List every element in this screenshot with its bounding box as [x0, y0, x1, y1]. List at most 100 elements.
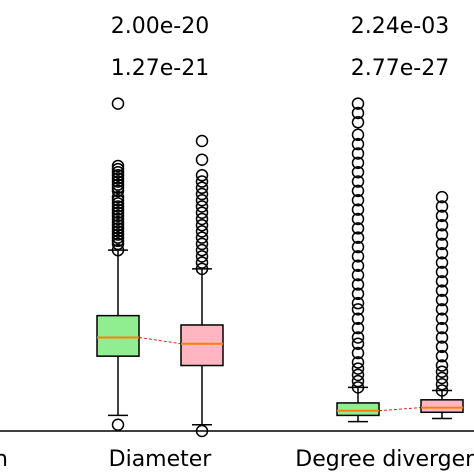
outlier-point: [351, 156, 365, 170]
outlier-point: [435, 371, 449, 385]
p-value-label: 2.00e-20: [111, 14, 209, 39]
outlier-point: [195, 256, 209, 269]
outlier-point: [435, 284, 449, 297]
outlier-point: [111, 203, 125, 216]
outlier-point: [435, 349, 449, 363]
outlier-point: [195, 194, 209, 207]
outlier-point: [111, 165, 125, 179]
x-tick-label: h: [0, 447, 8, 472]
outlier-point: [351, 212, 365, 226]
outlier-point: [195, 243, 209, 257]
outlier-point: [111, 172, 125, 185]
outlier-point: [351, 303, 365, 316]
outlier-point: [111, 178, 125, 191]
outlier-point: [111, 225, 125, 238]
box-1-2: [420, 190, 464, 420]
outlier-point: [351, 194, 365, 207]
outlier-point: [351, 231, 365, 244]
outlier-point: [195, 169, 209, 182]
outlier-point: [435, 237, 449, 251]
outlier-point: [111, 175, 125, 188]
outlier-point: [351, 259, 365, 272]
outlier-point: [435, 209, 449, 223]
outlier-point: [111, 184, 125, 198]
outlier-point: [351, 175, 365, 188]
outlier-point: [435, 359, 449, 372]
outlier-point: [111, 231, 125, 244]
outlier-point: [435, 265, 449, 279]
outlier-point: [435, 331, 449, 344]
outlier-point: [351, 296, 365, 310]
outlier-point: [435, 247, 449, 260]
outlier-point: [195, 206, 209, 219]
outlier-point: [351, 137, 365, 151]
box-iqr: [420, 399, 464, 414]
outlier-point: [111, 159, 125, 173]
outlier-point: [195, 262, 209, 276]
outlier-point: [435, 303, 449, 316]
outlier-point: [435, 218, 449, 232]
outlier-point: [351, 337, 365, 350]
outlier-point: [111, 228, 125, 241]
box-0-2: [336, 97, 380, 423]
outlier-point: [111, 190, 125, 204]
outlier-point: [195, 218, 209, 232]
outlier-point: [111, 234, 125, 248]
outlier-point: [111, 181, 125, 195]
outlier-point: [351, 278, 365, 291]
box-iqr: [180, 324, 224, 367]
box-iqr: [96, 314, 140, 357]
outlier-point: [351, 362, 365, 375]
outlier-point: [111, 97, 125, 110]
outlier-point: [351, 374, 365, 388]
outlier-point: [195, 225, 209, 238]
outlier-point: [435, 312, 449, 325]
outlier-point: [351, 147, 365, 160]
outlier-point: [111, 418, 125, 432]
outlier-point: [351, 165, 365, 179]
outlier-point: [111, 209, 125, 223]
outlier-point: [351, 184, 365, 198]
p-value-label: 1.27e-21: [111, 56, 209, 81]
outlier-point: [195, 231, 209, 244]
outlier-point: [195, 250, 209, 263]
outlier-point: [351, 368, 365, 382]
outlier-point: [351, 268, 365, 282]
outlier-point: [435, 200, 449, 213]
outlier-point: [111, 206, 125, 219]
outlier-point: [195, 237, 209, 251]
p-value-label: 2.77e-27: [351, 56, 449, 81]
outlier-point: [351, 331, 365, 344]
outlier-point: [435, 321, 449, 335]
outlier-point: [195, 181, 209, 195]
outlier-point: [435, 190, 449, 204]
outlier-point: [195, 200, 209, 213]
outlier-point: [111, 222, 125, 235]
outlier-point: [351, 240, 365, 254]
p-value-annotations: 2.00e-20 1.27e-21 2.24e-03 2.77e-27: [111, 14, 449, 81]
median-connector: [378, 407, 422, 412]
outlier-point: [351, 346, 365, 360]
outlier-point: [195, 153, 209, 166]
outlier-point: [435, 340, 449, 354]
p-value-label: 2.24e-03: [351, 14, 449, 39]
outlier-point: [435, 275, 449, 288]
outlier-point: [111, 212, 125, 226]
x-tick-label: Degree divergence: [295, 447, 474, 472]
outlier-point: [351, 287, 365, 301]
outlier-point: [111, 218, 125, 232]
box-iqr: [336, 402, 380, 417]
box-0-1: [96, 97, 140, 432]
outlier-point: [111, 243, 125, 257]
outlier-point: [435, 293, 449, 307]
median-connector: [138, 336, 182, 345]
outlier-point: [195, 187, 209, 201]
outlier-point: [435, 256, 449, 269]
outlier-point: [351, 97, 365, 110]
box-1-1: [180, 134, 224, 438]
outlier-point: [435, 365, 449, 379]
outlier-point: [195, 134, 209, 148]
outlier-point: [351, 250, 365, 263]
outlier-point: [435, 377, 449, 391]
